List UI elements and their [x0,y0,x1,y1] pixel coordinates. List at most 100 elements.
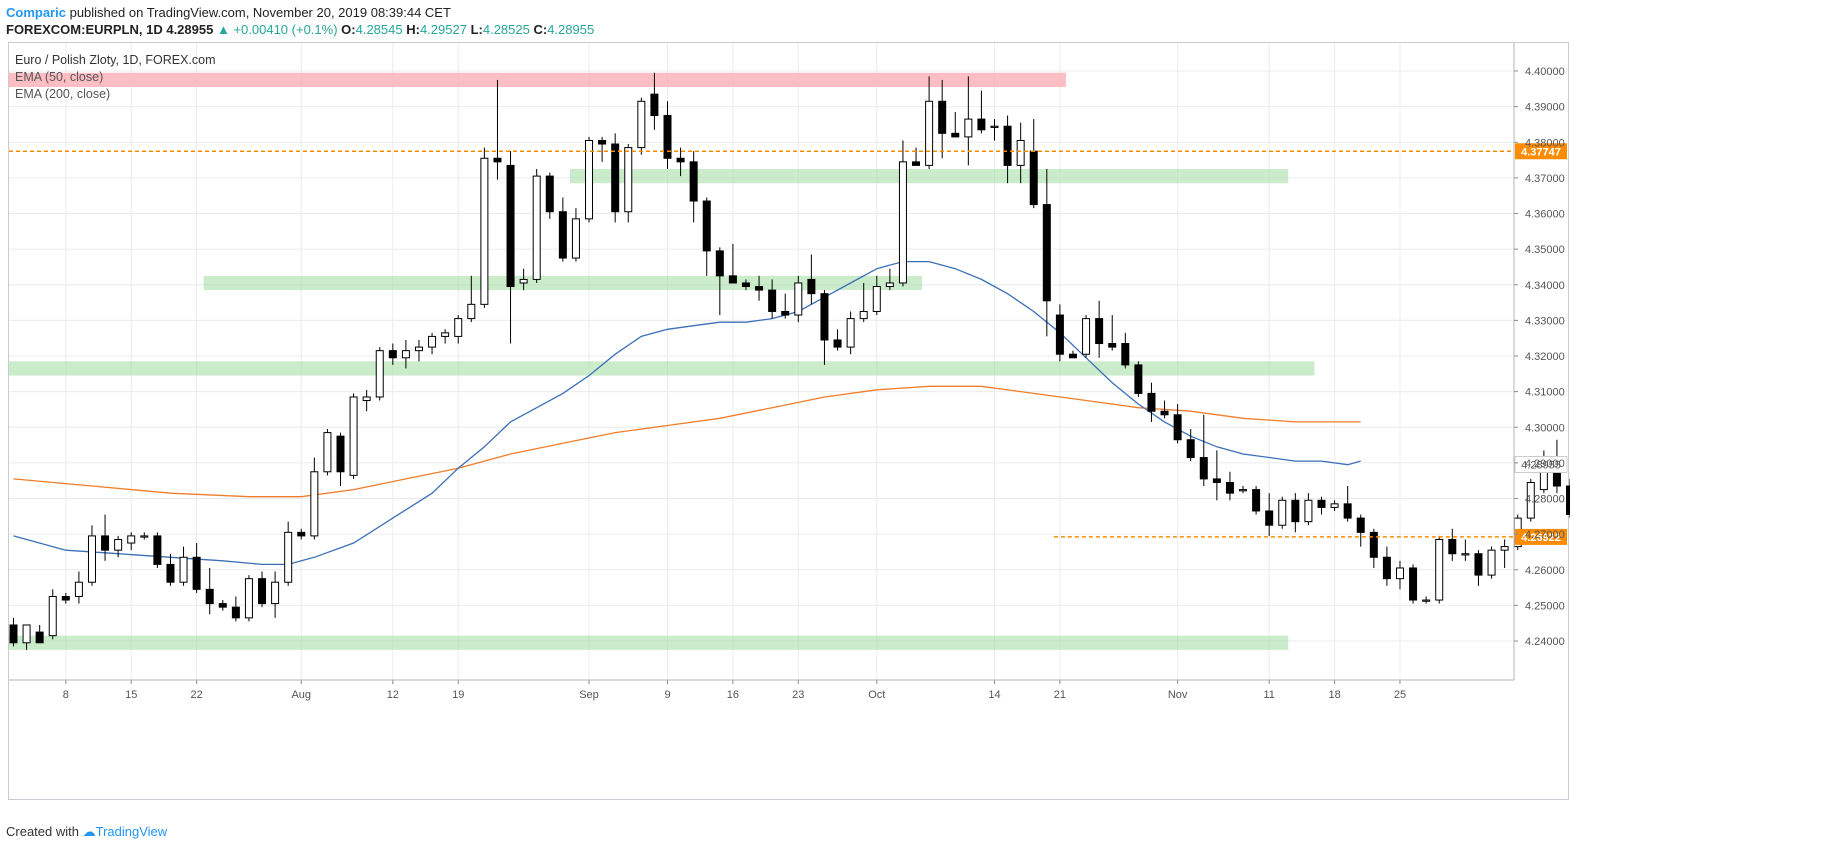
candle-body-down [938,100,947,134]
candle [1526,478,1535,522]
candle-body-down [166,563,175,583]
chart-legend: Euro / Polish Zloty, 1D, FOREX.com EMA (… [15,52,216,103]
candle [1199,414,1208,487]
x-tick-label: 15 [125,689,137,701]
candle [441,329,450,344]
candle-body-up [1435,538,1444,601]
candle [1160,400,1169,419]
candle-body-up [1500,546,1509,551]
candle-body-up [624,147,633,213]
y-tick-label: 4.26000 [1525,565,1565,577]
level-lines: 4.37747 4.26922 4.28955 [9,143,1568,545]
candle [336,432,345,487]
legend-ema50[interactable]: EMA (50, close) [15,70,104,84]
candle [1500,539,1509,568]
candle [388,343,397,365]
candle [1435,535,1444,604]
candle [480,147,489,308]
candle [1448,528,1457,561]
candle-body-up [114,538,123,551]
candle [1265,493,1274,536]
candle [179,546,188,586]
candle-body-down [192,556,201,590]
open-label: O: [341,22,356,37]
candle [1461,539,1470,561]
candle-body-up [1422,599,1431,602]
candle-body-down [598,139,607,145]
x-tick-label: 25 [1394,689,1406,701]
candle [35,624,44,644]
candle-body-down [35,631,44,644]
y-tick-label: 4.28000 [1525,494,1565,506]
candle-body-up [532,175,541,280]
candle [284,521,293,586]
candle [558,197,567,262]
candle [702,197,711,276]
y-tick-label: 4.34000 [1525,280,1565,292]
candle [414,339,423,362]
candle-body-down [1147,392,1156,412]
ema200-line [13,385,1361,498]
candle-body-up [872,286,881,312]
candle [258,571,267,608]
candle-body-up [375,350,384,398]
ohlc-line: FOREXCOM:EURPLN, 1D 4.28955 ▲ +0.00410 (… [6,21,594,38]
candle-body-up [1016,139,1025,166]
candle [768,279,777,319]
candle-body-down [231,606,240,619]
candle [297,528,306,540]
candle-body-up [794,282,803,316]
candle [1343,486,1352,522]
candle [61,592,70,604]
candle-body-up [284,531,293,583]
candle-body-down [912,161,921,166]
x-tick-label: Sep [579,689,599,701]
candle [1409,564,1418,604]
candle [101,514,110,561]
chart-frame[interactable]: 4.37747 4.26922 4.28955 4.24000 4.25000 4.26… [8,42,1570,801]
candle-body-down [1186,439,1195,459]
candle [1252,486,1261,515]
author-link[interactable]: Comparic [6,5,66,20]
candle-body-down [258,578,267,605]
candle-body-down [1095,318,1104,345]
candle-body-up [140,535,149,538]
change-value: ▲ +0.00410 (+0.1%) [216,22,338,37]
candle [755,275,764,301]
candle-body-up [1278,499,1287,526]
candle [650,72,659,130]
chart-header: Comparic published on TradingView.com, N… [6,4,594,38]
x-tick-label: 14 [988,689,1000,701]
x-tick-label: Oct [868,689,885,701]
candle-body-up [1395,567,1404,580]
legend-ema200[interactable]: EMA (200, close) [15,87,111,101]
candle [1278,496,1287,529]
candle [781,293,790,319]
price-marker [1514,455,1568,473]
candle-body-down [1212,478,1221,483]
candle-body-down [1173,414,1182,441]
candle-body-down [781,310,790,316]
tradingview-link[interactable]: TradingView [95,824,168,839]
candle-body-down [218,603,227,608]
candle-body-down [1199,457,1208,480]
candle-body-up [467,303,476,320]
x-tick-label: Nov [1168,689,1188,701]
candle [820,290,829,365]
candle [1395,560,1404,590]
candle-body-up [127,535,136,544]
x-tick-label: Aug [291,689,311,701]
price-chart[interactable]: 4.37747 4.26922 4.28955 4.24000 4.25000 4.26… [9,43,1570,801]
x-tick-label: 18 [1328,689,1340,701]
candle-body-up [179,556,188,583]
candle [807,254,816,305]
candle-body-up [519,278,528,284]
candle [1487,546,1496,579]
x-tick-label: 21 [1054,689,1066,701]
x-tick-label: 19 [452,689,464,701]
candle [467,275,476,323]
candle-body-down [545,175,554,213]
candle-body-down [977,118,986,131]
candle-body-down [1474,553,1483,576]
candle [925,76,934,169]
